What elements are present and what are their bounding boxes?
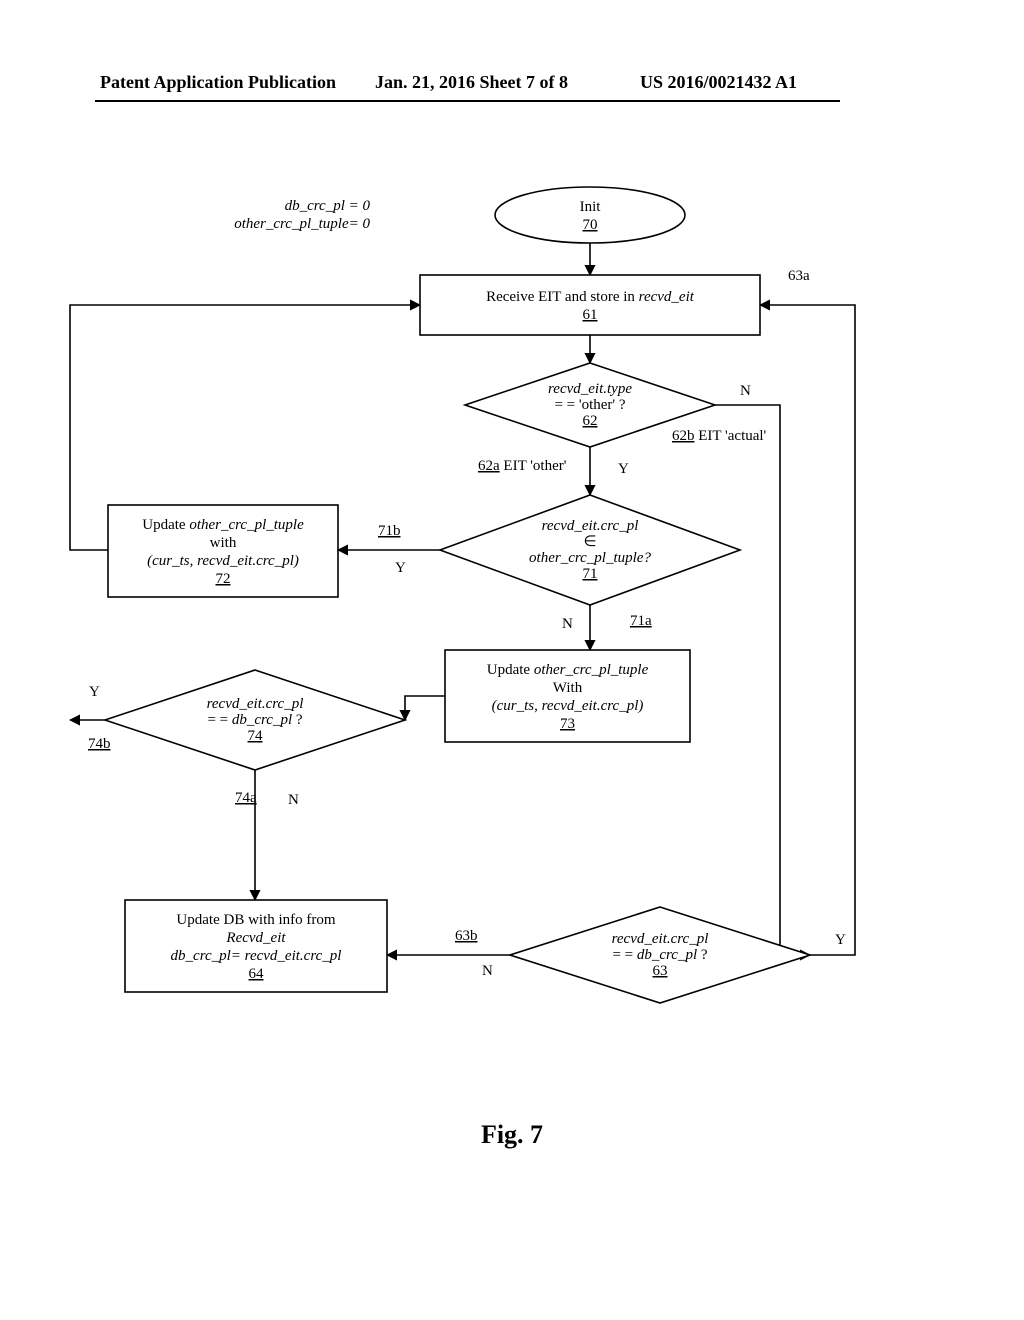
edge-label: N — [482, 963, 493, 979]
edge-label: Y — [618, 461, 629, 477]
svg-text:Recvd_eit: Recvd_eit — [225, 930, 286, 946]
node-n61: Receive EIT and store in recvd_eit 61 — [420, 275, 760, 335]
svg-text:70: 70 — [583, 217, 598, 233]
svg-text:db_crc_pl = 0: db_crc_pl = 0 — [285, 198, 371, 214]
edge-label: 63b — [455, 928, 478, 944]
node-init: Init 70 — [495, 187, 685, 243]
svg-text:64: 64 — [249, 966, 265, 982]
svg-text:recvd_eit.type: recvd_eit.type — [548, 381, 632, 397]
header-middle: Jan. 21, 2016 Sheet 7 of 8 — [375, 72, 568, 93]
flow-edge — [760, 305, 855, 955]
svg-text:db_crc_pl= recvd_eit.crc_pl: db_crc_pl= recvd_eit.crc_pl — [171, 948, 342, 964]
flow-edge — [715, 405, 810, 955]
svg-text:73: 73 — [560, 716, 575, 732]
flowchart-svg: db_crc_pl = 0 other_crc_pl_tuple= 0 Init 70… — [60, 180, 940, 1080]
svg-text:recvd_eit.crc_pl: recvd_eit.crc_pl — [207, 696, 304, 712]
svg-text:∈: ∈ — [583, 534, 596, 550]
svg-text:= = db_crc_pl ?: = = db_crc_pl ? — [612, 947, 707, 963]
node-n72: Update other_crc_pl_tuplewith (cur_ts, re… — [108, 505, 338, 597]
edge-label: 62b EIT 'actual' — [672, 428, 767, 444]
flow-edge — [405, 696, 445, 720]
svg-text:Update other_crc_pl_tuple: Update other_crc_pl_tuple — [142, 517, 304, 533]
header-left: Patent Application Publication — [100, 72, 336, 93]
svg-text:Update DB with info from: Update DB with info from — [176, 912, 335, 928]
edge-label: 63a — [788, 268, 810, 284]
svg-text:71: 71 — [583, 566, 598, 582]
edge-label: Y — [835, 932, 846, 948]
svg-text:72: 72 — [216, 571, 231, 587]
edge-label: Y — [395, 560, 406, 576]
svg-text:74: 74 — [248, 728, 264, 744]
svg-text:Init: Init — [580, 199, 602, 215]
svg-text:61: 61 — [583, 307, 598, 323]
svg-text:Receive EIT and store in recvd: Receive EIT and store in recvd_eit — [486, 289, 695, 305]
svg-text:(cur_ts, recvd_eit.crc_pl): (cur_ts, recvd_eit.crc_pl) — [147, 553, 299, 569]
node-init_annot: db_crc_pl = 0 other_crc_pl_tuple= 0 — [234, 198, 370, 232]
svg-text:(cur_ts, recvd_eit.crc_pl): (cur_ts, recvd_eit.crc_pl) — [492, 698, 644, 714]
svg-text:other_crc_pl_tuple?: other_crc_pl_tuple? — [529, 550, 651, 566]
node-n71: recvd_eit.crc_pl∈other_crc_pl_tuple?71 — [440, 495, 740, 605]
node-n64: Update DB with info from Recvd_eit db_crc_… — [125, 900, 387, 992]
svg-text:other_crc_pl_tuple= 0: other_crc_pl_tuple= 0 — [234, 216, 370, 232]
svg-text:62: 62 — [583, 413, 598, 429]
figure-caption: Fig. 7 — [0, 1120, 1024, 1150]
svg-text:recvd_eit.crc_pl: recvd_eit.crc_pl — [612, 931, 709, 947]
svg-text:With: With — [553, 680, 583, 696]
svg-text:with: with — [210, 535, 237, 551]
edge-label: Y — [89, 684, 100, 700]
svg-text:63: 63 — [653, 963, 668, 979]
edge-label: 71a — [630, 613, 652, 629]
edge-label: 71b — [378, 523, 401, 539]
node-n63: recvd_eit.crc_pl= = db_crc_pl ?63 — [510, 907, 810, 1003]
node-n74: recvd_eit.crc_pl= = db_crc_pl ?74 — [105, 670, 405, 770]
page: Patent Application Publication Jan. 21, … — [0, 0, 1024, 1320]
svg-text:= = 'other' ?: = = 'other' ? — [554, 397, 625, 413]
header-right: US 2016/0021432 A1 — [640, 72, 797, 93]
edge-label: N — [288, 792, 299, 808]
edge-label: 62a EIT 'other' — [478, 458, 567, 474]
edge-label: N — [740, 383, 751, 399]
edge-label: N — [562, 616, 573, 632]
edge-label: 74b — [88, 736, 111, 752]
edge-label: 74a — [235, 790, 257, 806]
svg-text:recvd_eit.crc_pl: recvd_eit.crc_pl — [542, 518, 639, 534]
node-n73: Update other_crc_pl_tuple With (cur_ts, re… — [445, 650, 690, 742]
svg-text:= = db_crc_pl ?: = = db_crc_pl ? — [207, 712, 302, 728]
svg-text:Update other_crc_pl_tuple: Update other_crc_pl_tuple — [487, 662, 649, 678]
header-rule — [95, 100, 840, 102]
